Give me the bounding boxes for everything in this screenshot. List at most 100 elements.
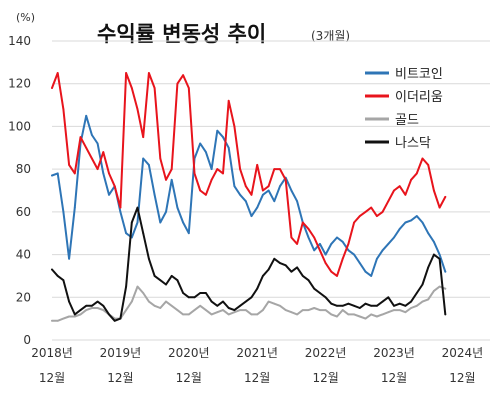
- x-tick-month: 12월: [39, 371, 65, 385]
- data-point: [85, 309, 88, 311]
- data-point: [398, 302, 401, 305]
- data-point: [444, 270, 447, 273]
- data-point: [290, 189, 293, 192]
- data-point: [119, 206, 122, 209]
- data-point: [136, 206, 139, 209]
- x-tick-year: 2022년: [305, 346, 347, 360]
- data-point: [91, 157, 93, 160]
- data-point: [353, 313, 355, 316]
- data-point: [381, 249, 384, 252]
- chart-subtitle: (3개월): [311, 29, 350, 43]
- data-point: [108, 313, 110, 316]
- data-point: [250, 193, 253, 196]
- x-tick-year: 2018년: [31, 346, 73, 360]
- data-point: [358, 262, 361, 264]
- data-point: [250, 313, 253, 316]
- data-point: [284, 309, 287, 311]
- data-point: [421, 157, 424, 160]
- data-point: [96, 300, 99, 303]
- data-point: [393, 236, 395, 239]
- data-point: [364, 317, 367, 320]
- data-point: [222, 172, 224, 175]
- x-tick-year: 2021년: [236, 346, 278, 360]
- data-point: [239, 193, 242, 196]
- data-point: [262, 189, 264, 192]
- data-point: [125, 309, 127, 311]
- data-point: [444, 287, 447, 290]
- data-point: [62, 279, 65, 282]
- data-point: [170, 275, 173, 277]
- data-point: [262, 309, 264, 311]
- data-point: [267, 189, 270, 192]
- data-point: [296, 313, 298, 316]
- data-point: [324, 296, 327, 299]
- data-point: [381, 313, 384, 316]
- data-point: [279, 262, 281, 264]
- data-point: [387, 311, 390, 314]
- x-tick-year: 2023년: [373, 346, 415, 360]
- data-point: [176, 206, 179, 209]
- data-point: [267, 185, 270, 188]
- data-point: [256, 164, 259, 166]
- data-point: [79, 313, 82, 316]
- data-point: [387, 200, 390, 203]
- y-axis-ticks: 0 20 40 60 80 100 120 140: [8, 34, 31, 347]
- data-point: [319, 292, 321, 294]
- data-point: [79, 136, 82, 139]
- data-point: [415, 215, 418, 218]
- data-point: [444, 196, 447, 198]
- data-point: [51, 87, 53, 89]
- data-point: [159, 279, 162, 282]
- data-point: [148, 257, 150, 260]
- data-point: [387, 296, 390, 299]
- data-point: [244, 300, 247, 303]
- data-point: [415, 304, 418, 307]
- data-point: [427, 164, 430, 166]
- data-point: [102, 309, 105, 311]
- legend-label-4: 나스닥: [395, 136, 431, 151]
- chart-title: 수익률 변동성 추이: [97, 22, 266, 46]
- data-point: [433, 240, 435, 243]
- legend-label-1: 비트코인: [395, 67, 443, 82]
- data-point: [307, 236, 310, 239]
- data-point: [85, 114, 88, 117]
- data-point: [205, 309, 207, 311]
- data-point: [68, 315, 70, 318]
- data-point: [148, 72, 150, 74]
- data-point: [51, 319, 53, 322]
- data-point: [404, 304, 407, 307]
- data-point: [250, 215, 253, 218]
- data-point: [296, 200, 298, 203]
- data-point: [210, 168, 213, 171]
- data-point: [130, 300, 133, 303]
- data-point: [290, 236, 293, 239]
- data-point: [262, 275, 264, 277]
- data-point: [199, 189, 202, 192]
- data-point: [96, 142, 99, 145]
- legend-label-3: 골드: [395, 113, 419, 128]
- data-point: [56, 172, 59, 175]
- data-point: [56, 319, 59, 322]
- data-point: [233, 125, 236, 128]
- y-tick-140: 140: [8, 34, 31, 48]
- data-point: [85, 304, 88, 307]
- data-point: [102, 172, 105, 175]
- data-point: [301, 309, 304, 311]
- data-point: [398, 309, 401, 311]
- data-point: [256, 206, 259, 209]
- data-point: [330, 243, 333, 245]
- data-point: [324, 262, 327, 264]
- data-point: [165, 211, 167, 213]
- data-point: [239, 304, 242, 307]
- data-point: [330, 302, 333, 305]
- data-point: [370, 275, 373, 277]
- data-point: [205, 193, 207, 196]
- series-3: [51, 285, 447, 322]
- data-point: [319, 243, 321, 245]
- data-point: [244, 185, 247, 188]
- data-point: [153, 87, 156, 89]
- data-point: [427, 232, 430, 235]
- data-point: [364, 302, 367, 305]
- y-tick-100: 100: [8, 119, 31, 133]
- data-point: [307, 279, 310, 282]
